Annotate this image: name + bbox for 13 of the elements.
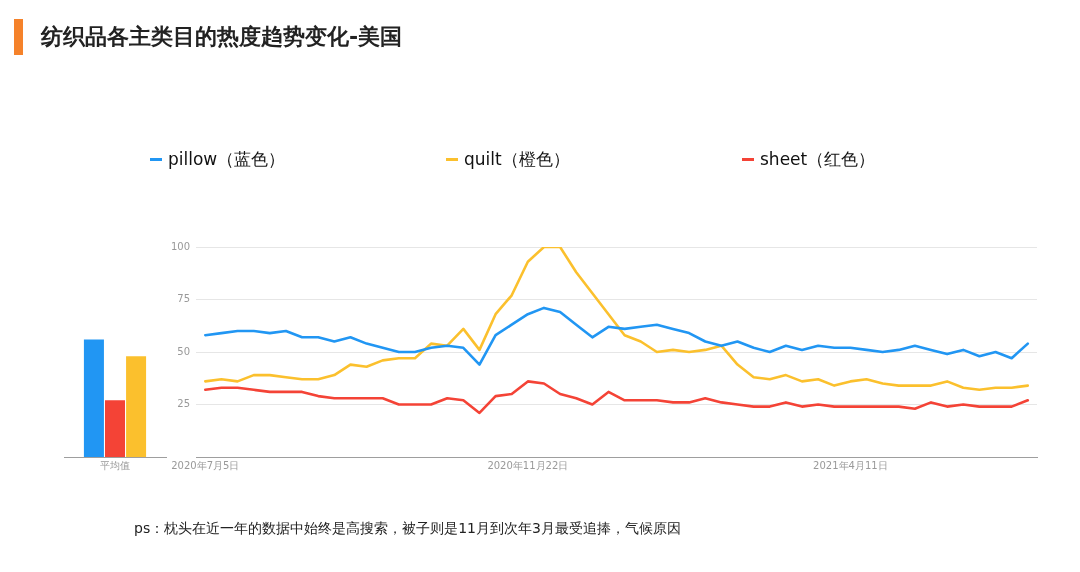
x-tick-label: 2021年4月11日: [813, 459, 888, 471]
x-tick-label: 2020年11月22日: [487, 459, 569, 471]
x-tick-label: 平均值: [100, 459, 130, 471]
text: ps：枕头在近一年的数据中始终是高搜索，被子则是11月到次年3月最受追捧，气候原因: [134, 520, 681, 538]
legend-label: pillow（蓝色）: [168, 148, 286, 171]
chart-title: 纺织品各主类目的热度趋势变化-美国: [41, 23, 403, 51]
legend-label: sheet（红色）: [760, 148, 876, 171]
y-tick-label: 75: [177, 293, 191, 305]
y-tick-label: 100: [170, 240, 191, 252]
legend-label: quilt（橙色）: [464, 148, 570, 171]
x-tick-label: 2020年7月5日: [171, 459, 240, 471]
y-tick-label: 50: [177, 345, 191, 357]
y-tick-label: 25: [177, 398, 191, 410]
